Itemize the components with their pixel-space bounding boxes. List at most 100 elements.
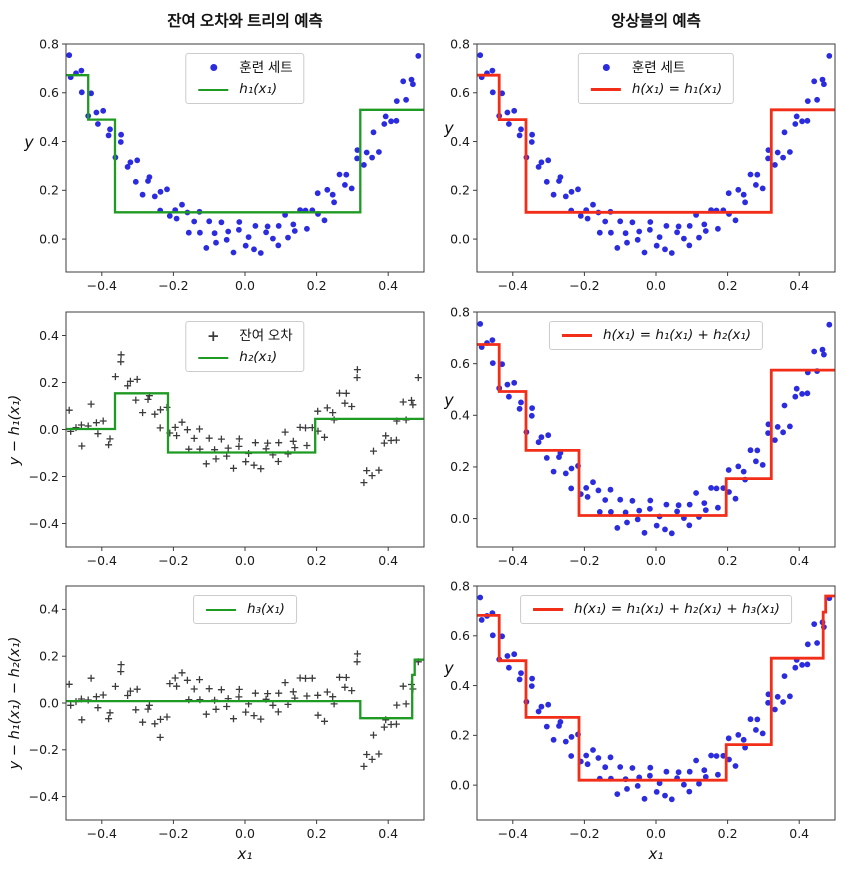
data-point-dot [596,229,603,236]
data-point-dot [329,191,336,198]
data-point-dot [477,321,484,327]
x-tick-label: 0.2 [718,278,738,293]
data-point-dot [117,139,124,145]
data-point-dot [66,52,73,59]
data-point-dot [668,530,675,537]
data-point-dot [543,455,550,461]
residual-scatter [65,650,422,770]
h3-step-line [66,658,424,720]
data-point-dot [185,229,192,236]
data-point-dot [206,218,213,225]
data-point-dot [381,121,388,127]
data-point-dot [504,381,511,388]
data-point-dot [624,519,630,526]
data-point-dot [617,218,624,225]
x-tick-label: 0.4 [789,826,809,841]
y-tick-label: 0.8 [450,36,470,51]
data-point-dot [720,752,727,759]
data-point-dot [275,223,282,229]
y-tick-label: 0.2 [450,459,470,474]
data-point-dot [602,218,609,225]
data-point-dot [708,485,714,491]
data-point-dot [584,215,591,222]
panel-5: −0.4 −0.2 0.0 0.2 0.4 0.0 0.2 0.4 0.6 0.8 [450,578,836,841]
data-point-dot [529,131,535,138]
y-tick-label: 0.2 [39,183,59,198]
axes-spines [476,311,836,548]
data-point-dot [382,113,389,120]
data-point-dot [275,242,282,249]
data-point-dot [545,157,552,164]
data-point-dot [393,98,400,104]
data-point-dot [506,664,512,671]
h2-step-line [66,392,424,454]
data-point-dot [584,761,591,768]
data-point-dot [686,788,693,795]
data-point-dot [78,67,85,74]
y-tick-label: 0.6 [450,85,470,100]
data-point-dot [545,701,552,708]
data-point-dot [701,221,708,228]
data-point-dot [759,185,766,192]
x-tick-label: 0.4 [378,826,398,841]
x-tick-label: −0.4 [498,826,528,841]
data-point-dot [354,147,361,154]
y-tick-label: 0.4 [450,134,470,149]
data-point-dot [781,402,788,409]
data-point-dot [146,174,153,181]
y-tick-label: 0.6 [450,628,470,643]
data-point-dot [647,219,654,225]
data-point-dot [408,76,415,83]
data-point-dot [765,430,771,436]
data-point-dot [173,215,180,222]
data-point-dot [348,185,355,192]
data-point-dot [713,753,720,759]
data-point-dot [617,764,624,770]
data-point-dot [236,219,243,225]
data-point-dot [242,242,249,249]
y-tick-label: 0.0 [450,777,470,792]
data-point-dot [516,132,523,139]
panel-4: −0.4 −0.2 0.0 0.2 0.4 −0.4 −0.2 0.0 0.2 0.4 [29,585,425,841]
data-point-dot [590,479,596,486]
data-point-dot [747,447,754,454]
data-point-dot [772,706,778,713]
x-tick-label: −0.4 [87,826,117,841]
training-scatter [66,52,422,256]
data-point-dot [799,118,805,125]
x-tick-label: −0.4 [87,278,117,293]
data-point-dot [528,412,535,419]
data-point-dot [656,780,663,787]
data-point-dot [742,744,748,751]
data-point-dot [663,223,670,229]
axes-spines [476,43,836,273]
data-point-dot [324,186,331,193]
data-point-dot [701,767,708,774]
x-axis-label-right: x₁ [648,845,664,863]
right-column-title: 앙상블의 예측 [611,13,701,30]
data-point-dot [100,107,107,114]
data-point-dot [793,385,800,392]
y-tick-label: 0.0 [39,695,59,710]
data-point-dot [529,675,535,682]
y-tick-label: 0.8 [450,578,470,593]
data-point-dot [702,228,709,234]
data-point-dot [811,621,818,627]
data-point-dot [792,664,799,671]
data-point-dot [821,81,827,88]
data-point-dot [725,467,732,473]
training-scatter [477,321,833,537]
y-tick-label: 0.2 [450,728,470,743]
data-point-dot [538,159,545,166]
y-tick-label: 0.0 [39,231,59,246]
data-point-dot [415,53,422,59]
data-point-dot [732,763,739,769]
data-point-dot [624,786,630,792]
y-tick-label: 0.0 [450,231,470,246]
data-point-dot [568,734,575,740]
data-point-dot [499,633,505,640]
y-axis-label-bottom-left: y − h₁(x₁) − h₂(x₁) [7,636,23,770]
data-point-dot [792,393,799,400]
data-point-dot [811,78,818,85]
y-tick-label: 0.2 [39,649,59,664]
